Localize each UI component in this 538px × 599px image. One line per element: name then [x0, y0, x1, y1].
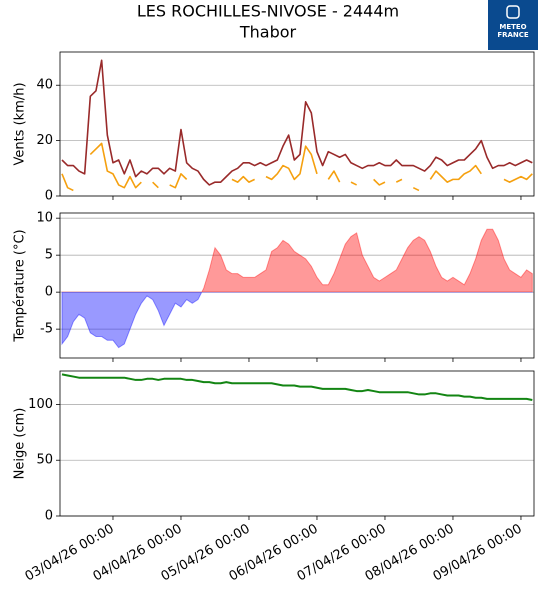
plot-area	[61, 373, 533, 401]
axes-frame	[59, 370, 535, 517]
y-tick-label: 50	[36, 453, 53, 468]
axes-frame	[59, 51, 535, 197]
y-axis-label: Vents (km/h)	[13, 82, 28, 165]
line	[61, 59, 533, 186]
logo-text: METEO	[499, 23, 526, 31]
y-tick-label: 0	[45, 189, 53, 204]
logo-icon	[506, 5, 520, 19]
plot-area	[61, 59, 533, 192]
y-tick-label: 20	[36, 133, 53, 148]
y-tick-label: -5	[40, 322, 53, 337]
area-negative	[61, 292, 533, 349]
y-tick-label: 40	[36, 78, 53, 93]
plot-area	[61, 228, 533, 349]
axes-frame	[59, 212, 535, 359]
area-positive	[61, 228, 533, 293]
logo-text: FRANCE	[497, 31, 529, 39]
line	[61, 142, 533, 192]
y-axis-label: Neige (cm)	[13, 408, 28, 480]
logo: METEO FRANCE	[488, 0, 538, 50]
logo-background	[488, 0, 538, 50]
y-axis-label: Température (°C)	[13, 229, 28, 342]
y-tick-label: 10	[36, 211, 53, 226]
y-tick-label: 5	[45, 248, 53, 263]
y-tick-label: 0	[45, 509, 53, 524]
line	[61, 373, 533, 401]
y-tick-label: 0	[45, 285, 53, 300]
chart-title: LES ROCHILLES-NIVOSE - 2444m	[137, 2, 399, 21]
chart-subtitle: Thabor	[239, 23, 297, 42]
y-tick-label: 100	[28, 397, 53, 412]
